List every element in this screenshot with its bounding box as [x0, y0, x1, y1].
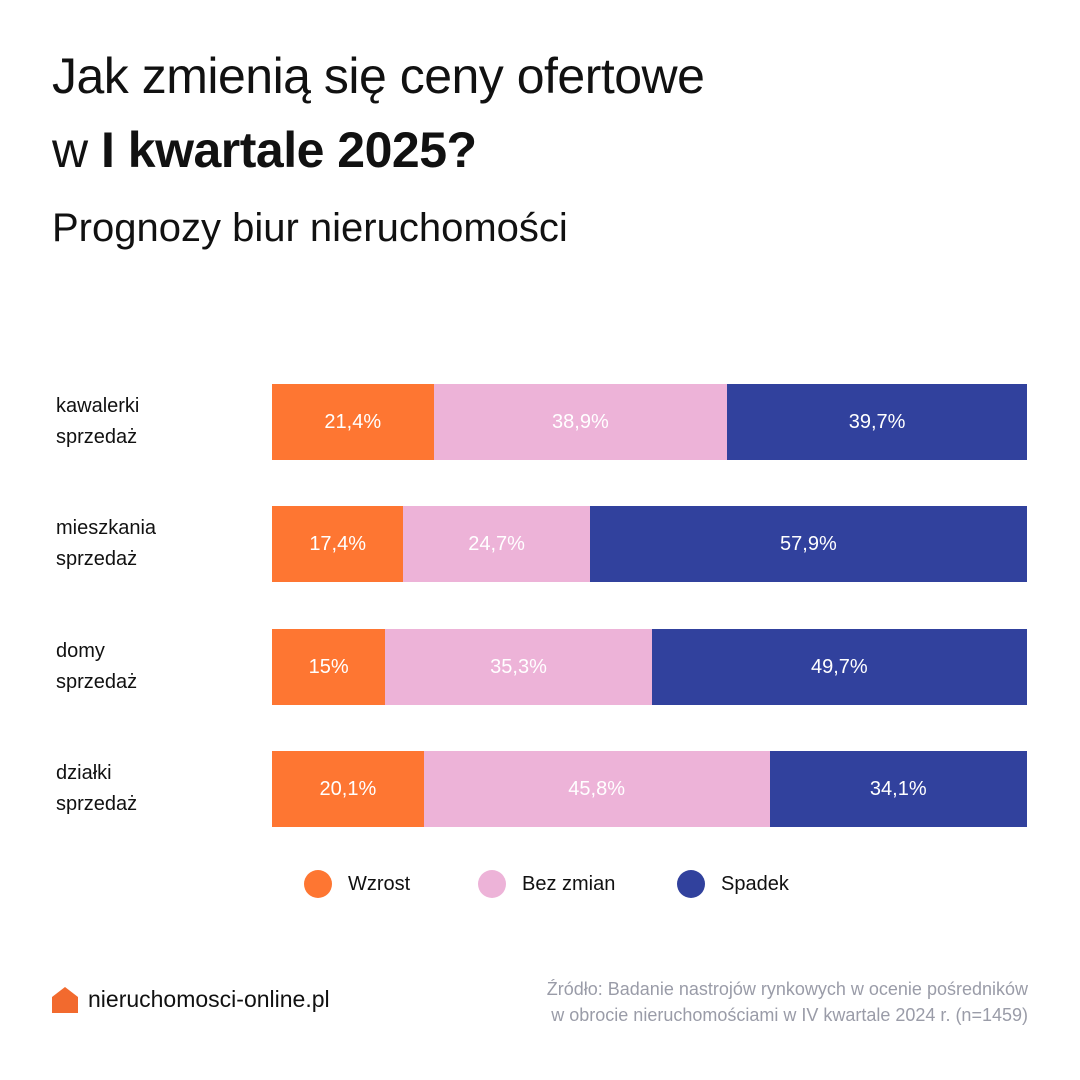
- bar-segment-bez-zmian: 45,8%: [423, 751, 770, 827]
- data-label: 24,7%: [468, 532, 525, 555]
- bar-row: 15% 35,3% 49,7%: [272, 629, 1027, 705]
- bar-row: 20,1% 45,8% 34,1%: [272, 751, 1027, 827]
- bar-segment-bez-zmian: 38,9%: [433, 384, 728, 460]
- data-label: 34,1%: [869, 777, 927, 800]
- bar-segment-wzrost: 17,4%: [272, 506, 404, 582]
- bar-segment-spadek: 49,7%: [651, 629, 1027, 705]
- category-label-line: sprzedaż: [56, 548, 138, 570]
- legend-swatch-spadek: [677, 870, 705, 898]
- house-icon: [52, 986, 78, 1013]
- source-note: Źródło: Badanie nastrojów rynkowych w oc…: [547, 976, 1028, 1028]
- legend: Wzrost Bez zmian Spadek: [0, 866, 1080, 902]
- legend-item-spadek: Spadek: [677, 866, 789, 902]
- bar-segment-wzrost: 20,1%: [272, 751, 424, 827]
- category-label-line: mieszkania: [56, 517, 157, 539]
- source-line-1: Źródło: Badanie nastrojów rynkowych w oc…: [546, 979, 1028, 999]
- data-label: 45,8%: [568, 777, 625, 800]
- legend-swatch-bez-zmian: [478, 870, 506, 898]
- bar-row: 21,4% 38,9% 39,7%: [272, 384, 1027, 460]
- category-label-line: domy: [56, 640, 105, 662]
- category-label: kawalerki sprzedaż: [56, 391, 139, 453]
- bar-segment-spadek: 57,9%: [589, 506, 1027, 582]
- bar-segment-bez-zmian: 35,3%: [385, 629, 652, 705]
- legend-label: Spadek: [721, 872, 789, 895]
- data-label: 35,3%: [490, 655, 547, 678]
- title-regular: w: [52, 122, 101, 178]
- bar-segment-wzrost: 21,4%: [272, 384, 434, 460]
- category-label-line: działki: [56, 762, 112, 784]
- category-label-line: sprzedaż: [56, 671, 138, 693]
- bar-segment-wzrost: 15%: [272, 629, 386, 705]
- bar-row: 17,4% 24,7% 57,9%: [272, 506, 1027, 582]
- data-label: 15%: [308, 655, 349, 678]
- category-label: działki sprzedaż: [56, 758, 137, 820]
- category-label-line: sprzedaż: [56, 793, 138, 815]
- legend-swatch-wzrost: [304, 870, 332, 898]
- page-title-line2: w I kwartale 2025?: [52, 118, 477, 182]
- data-label: 39,7%: [848, 410, 906, 433]
- data-label: 57,9%: [780, 532, 837, 555]
- page-title-line1: Jak zmienią się ceny ofertowe: [52, 48, 705, 104]
- legend-item-wzrost: Wzrost: [304, 866, 410, 902]
- bar-segment-spadek: 39,7%: [727, 384, 1027, 460]
- page-subtitle: Prognozy biur nieruchomości: [52, 206, 568, 250]
- brand-name: nieruchomosci-online.pl: [88, 986, 330, 1012]
- category-label: domy sprzedaż: [56, 636, 137, 698]
- data-label: 17,4%: [309, 532, 367, 555]
- legend-label: Bez zmian: [522, 872, 616, 895]
- data-label: 49,7%: [811, 655, 868, 678]
- category-label: mieszkania sprzedaż: [56, 513, 156, 575]
- legend-item-bez-zmian: Bez zmian: [478, 866, 615, 902]
- legend-label: Wzrost: [348, 872, 411, 895]
- source-line-2: w obrocie nieruchomościami w IV kwartale…: [551, 1005, 1028, 1025]
- data-label: 20,1%: [319, 777, 377, 800]
- bar-segment-spadek: 34,1%: [769, 751, 1027, 827]
- brand-logo[interactable]: nieruchomosci-online.pl: [52, 986, 330, 1013]
- data-label: 38,9%: [552, 410, 609, 433]
- title-bold: I kwartale 2025?: [101, 122, 477, 178]
- category-label-line: sprzedaż: [56, 426, 138, 448]
- category-label-line: kawalerki: [56, 395, 140, 417]
- data-label: 21,4%: [324, 410, 382, 433]
- bar-segment-bez-zmian: 24,7%: [403, 506, 590, 582]
